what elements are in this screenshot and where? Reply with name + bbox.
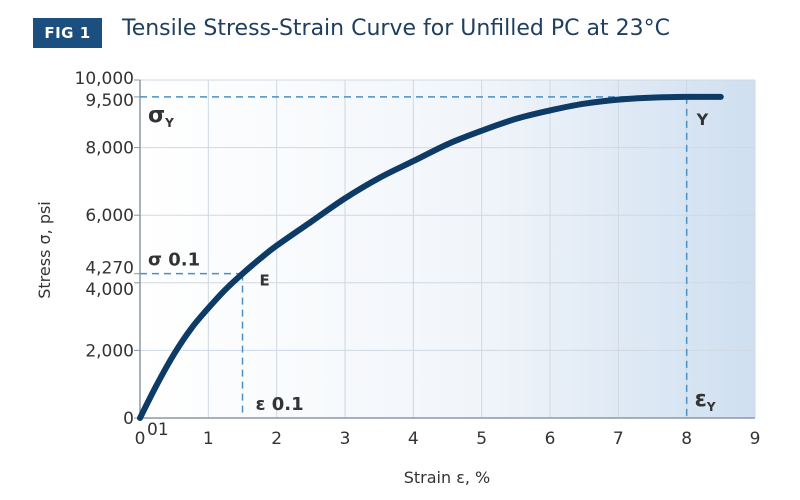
x-tick-label: 4 — [408, 429, 419, 449]
x-tick-label: 8 — [681, 429, 692, 449]
y-tick-label: 8,000 — [85, 139, 134, 159]
annotations: σY Yσ 0.1 Eε 0.1 εY — [148, 103, 716, 415]
x-tick-label: 3 — [340, 429, 351, 449]
y-tick-label: 10,000 — [75, 69, 134, 89]
point-e-label: E — [260, 272, 270, 290]
eps-01-annotation: ε 0.1 — [256, 394, 304, 415]
x-tick-label: 0 — [135, 429, 146, 449]
x-tick-label: 1 — [203, 429, 214, 449]
y-axis-label: Stress σ, psi — [35, 201, 54, 299]
sigma-01-annotation: σ 0.1 — [148, 250, 200, 271]
x-tick-label: 5 — [476, 429, 487, 449]
point-y-label: Y — [696, 110, 709, 129]
figure-header: FIG 1 Tensile Stress-Strain Curve for Un… — [0, 0, 800, 60]
y-tick-label: 4,270 — [85, 259, 134, 279]
sigma-y-annotation: σY — [148, 103, 174, 130]
series-line — [137, 93, 724, 421]
x-tick-label: 6 — [545, 429, 556, 449]
x-tick-label: 2 — [271, 429, 282, 449]
guide-lines — [140, 96, 688, 418]
chart-title: Tensile Stress-Strain Curve for Unfilled… — [122, 16, 670, 41]
y-tick-label: 4,000 — [85, 280, 134, 300]
eps-y-annotation: εY — [695, 387, 716, 414]
y-tick-label: 9,500 — [85, 91, 134, 111]
y-tick-label: 0 — [123, 409, 134, 429]
series-layer — [137, 93, 724, 421]
x-tick-labels: 0 1 2 3 4 5 6 7 8 901 — [135, 420, 761, 449]
plot-background — [140, 80, 755, 418]
x-tick-label: 9 — [750, 429, 761, 449]
x-axis-label: Strain ε, % — [404, 468, 491, 487]
y-tick-label: 2,000 — [85, 341, 134, 361]
y-tick-label: 6,000 — [85, 206, 134, 226]
x-tick-extra-label: 01 — [147, 420, 169, 440]
x-tick-label: 7 — [613, 429, 624, 449]
figure-badge: FIG 1 — [33, 18, 102, 48]
